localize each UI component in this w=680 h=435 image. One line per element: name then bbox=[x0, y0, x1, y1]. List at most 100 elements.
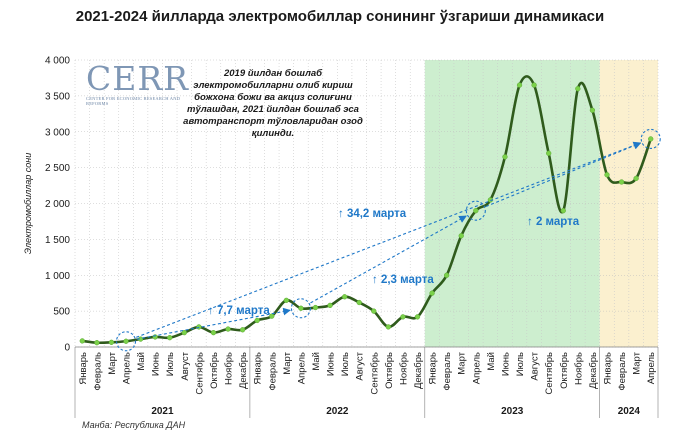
data-point-24 bbox=[429, 290, 435, 296]
y-tick-label: 2 500 bbox=[45, 163, 70, 174]
data-point-0 bbox=[79, 338, 85, 344]
x-tick-label: Ноябрь bbox=[398, 352, 409, 385]
data-point-10 bbox=[225, 326, 231, 332]
year-label-2021: 2021 bbox=[151, 406, 174, 417]
y-tick-label: 3 000 bbox=[45, 127, 70, 138]
data-point-31 bbox=[531, 82, 537, 88]
x-tick-label: Май bbox=[311, 352, 322, 371]
x-tick-label: Июнь bbox=[151, 352, 162, 376]
x-tick-label: Август bbox=[355, 351, 366, 380]
data-point-21 bbox=[385, 324, 392, 330]
x-tick-label: Декабрь bbox=[588, 352, 599, 389]
x-tick-label: Октябрь bbox=[209, 352, 220, 389]
y-tick-label: 0 bbox=[64, 343, 70, 354]
data-point-3 bbox=[123, 338, 129, 344]
data-point-34 bbox=[575, 86, 581, 92]
data-point-7 bbox=[181, 330, 187, 336]
y-tick-label: 500 bbox=[53, 307, 70, 318]
x-tick-label: Декабрь bbox=[238, 352, 249, 389]
data-point-39 bbox=[648, 136, 654, 142]
data-point-37 bbox=[618, 179, 625, 185]
x-tick-label: Январь bbox=[428, 352, 439, 385]
circled-point-3 bbox=[115, 331, 137, 352]
growth-arrow-3 bbox=[485, 142, 642, 208]
circled-point-27 bbox=[465, 200, 486, 221]
x-tick-label: Февраль bbox=[442, 352, 453, 391]
data-point-1 bbox=[94, 340, 100, 346]
y-tick-label: 4 000 bbox=[45, 56, 70, 67]
data-point-11 bbox=[239, 327, 246, 333]
data-point-27 bbox=[473, 208, 479, 214]
x-tick-label: Октябрь bbox=[384, 352, 395, 389]
x-tick-label: Июль bbox=[340, 352, 351, 376]
x-tick-label: Январь bbox=[253, 352, 264, 385]
data-point-2 bbox=[108, 339, 115, 345]
x-tick-label: Март bbox=[107, 351, 118, 374]
x-tick-label: Март bbox=[632, 351, 643, 374]
circled-point-39 bbox=[640, 128, 661, 149]
x-tick-label: Март bbox=[282, 351, 293, 374]
x-tick-label: Ноябрь bbox=[573, 352, 584, 385]
year-label-2022: 2022 bbox=[326, 406, 349, 417]
x-tick-label: Сентябрь bbox=[544, 352, 555, 395]
x-tick-label: Май bbox=[136, 352, 147, 371]
data-point-36 bbox=[604, 172, 610, 178]
x-tick-label: Апрель bbox=[122, 352, 133, 384]
data-point-33 bbox=[560, 208, 566, 214]
data-point-15 bbox=[298, 305, 304, 311]
arrow-label-7x: ↑ 7,7 марта bbox=[208, 305, 270, 317]
data-point-29 bbox=[502, 154, 508, 160]
circled-point-15 bbox=[290, 298, 311, 319]
x-tick-label: Июль bbox=[515, 352, 526, 376]
x-tick-label: Сентябрь bbox=[194, 352, 205, 395]
x-tick-label: Июнь bbox=[500, 352, 511, 376]
x-tick-label: Декабрь bbox=[413, 352, 424, 389]
x-tick-label: Апрель bbox=[471, 352, 482, 384]
x-tick-label: Октябрь bbox=[559, 352, 570, 389]
data-point-30 bbox=[516, 82, 523, 88]
data-point-19 bbox=[356, 299, 362, 306]
growth-arrow-1 bbox=[136, 307, 291, 340]
data-point-35 bbox=[589, 107, 596, 113]
chart-title: 2021-2024 йилларда электромобиллар сонин… bbox=[75, 8, 605, 25]
x-tick-label: Февраль bbox=[617, 352, 628, 391]
x-tick-label: Январь bbox=[78, 352, 89, 385]
x-tick-label: Август bbox=[530, 351, 541, 380]
arrow-label-2x: ↑ 2 марта bbox=[527, 216, 580, 228]
annotation-note: 2019 йилдан бошлаб электромобилларни оли… bbox=[183, 68, 363, 139]
data-point-8 bbox=[196, 324, 202, 330]
data-point-26 bbox=[458, 233, 464, 239]
x-tick-label: Апрель bbox=[296, 352, 307, 384]
growth-arrow-2 bbox=[310, 215, 467, 304]
data-point-18 bbox=[341, 294, 348, 300]
data-point-23 bbox=[414, 314, 421, 320]
y-tick-label: 3 500 bbox=[45, 91, 70, 102]
x-tick-label: Август bbox=[180, 351, 191, 380]
data-point-12 bbox=[254, 317, 260, 324]
x-tick-label: Февраль bbox=[92, 352, 103, 391]
year-label-2023: 2023 bbox=[501, 406, 524, 417]
source-note: Манба: Республика ДАН bbox=[82, 420, 186, 430]
x-tick-label: Март bbox=[457, 351, 468, 374]
data-point-9 bbox=[210, 330, 217, 336]
arrow-label-2-3x: ↑ 2,3 марта bbox=[372, 274, 434, 286]
y-tick-label: 1 000 bbox=[45, 271, 70, 282]
x-tick-label: Сентябрь bbox=[369, 352, 380, 395]
x-tick-label: Июнь bbox=[326, 352, 337, 376]
year-label-2024: 2024 bbox=[618, 406, 641, 417]
logo-word: CERR bbox=[86, 59, 190, 98]
data-point-38 bbox=[633, 175, 639, 182]
cerr-logo: CERR Center for Economic Research and Re… bbox=[86, 59, 190, 107]
x-tick-label: Ноябрь bbox=[224, 352, 235, 385]
data-point-13 bbox=[269, 313, 275, 319]
data-point-6 bbox=[167, 335, 173, 341]
y-tick-label: 1 500 bbox=[45, 235, 70, 246]
x-tick-label: Май bbox=[486, 352, 497, 371]
growth-arrow-0 bbox=[136, 141, 642, 338]
x-tick-label: Июль bbox=[165, 352, 176, 376]
data-point-22 bbox=[400, 314, 406, 320]
x-tick-label: Январь bbox=[602, 352, 613, 385]
y-axis-label: Электромобиллар сони bbox=[23, 153, 33, 254]
